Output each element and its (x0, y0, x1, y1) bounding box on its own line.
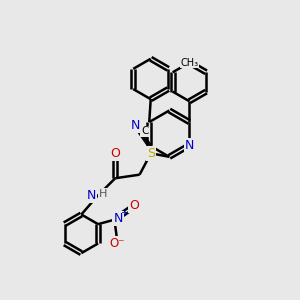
Text: O: O (110, 147, 120, 160)
Text: +: + (120, 208, 128, 218)
Text: H: H (99, 189, 107, 199)
Text: N: N (130, 119, 140, 132)
Text: N: N (87, 189, 96, 202)
Text: N: N (185, 139, 194, 152)
Text: S: S (147, 147, 155, 160)
Text: O⁻: O⁻ (109, 237, 124, 250)
Text: O: O (129, 199, 139, 212)
Text: C: C (141, 126, 148, 136)
Text: N: N (113, 212, 123, 225)
Text: CH₃: CH₃ (180, 58, 199, 68)
